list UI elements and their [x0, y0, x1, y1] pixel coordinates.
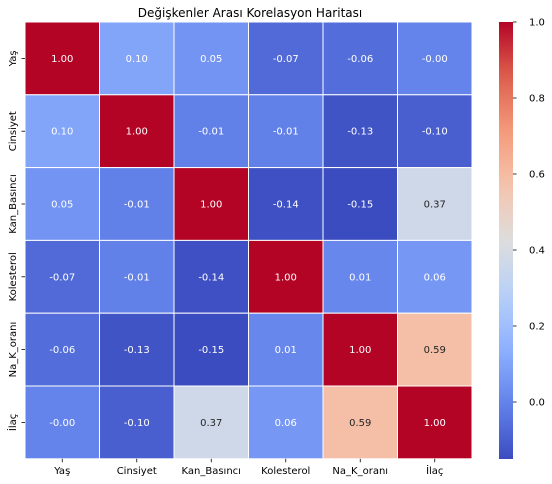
heatmap-cell-3-4	[322, 239, 398, 314]
heatmap-cell-1-5	[397, 94, 473, 169]
cell-value-2-1: -0.01	[124, 200, 150, 211]
x-tick-label-2: Kan_Basıncı	[182, 466, 241, 477]
cell-value-4-2: -0.15	[198, 345, 224, 356]
cell-value-3-5: 0.06	[424, 272, 446, 283]
cell-value-0-4: -0.06	[347, 54, 373, 65]
cell-value-3-1: -0.01	[124, 272, 150, 283]
cell-value-1-5: -0.10	[422, 127, 448, 138]
cell-value-5-4: 0.59	[349, 418, 371, 429]
cell-value-1-4: -0.13	[347, 127, 373, 138]
heatmap-cell-4-2	[173, 312, 249, 387]
cell-value-4-4: 1.00	[349, 345, 371, 356]
cell-value-0-3: -0.07	[273, 54, 299, 65]
colorbar-tick-label-4: 0.8	[529, 94, 545, 105]
cell-value-4-1: -0.13	[124, 345, 150, 356]
x-tick-label-1: Cinsiyet	[117, 466, 157, 477]
y-tick-label-3: Kolesterol	[8, 252, 19, 301]
cell-value-4-5: 0.59	[424, 345, 446, 356]
y-tick-label-1: Cinsiyet	[8, 111, 19, 151]
cell-value-2-2: 1.00	[200, 200, 222, 211]
cell-value-3-4: 0.01	[349, 272, 371, 283]
cell-value-2-4: -0.15	[347, 200, 373, 211]
y-tick-labels: Yaş Cinsiyet Kan_Basıncı Kolesterol Na_K_ora…	[6, 50, 25, 431]
x-tick-label-5: İlaç	[426, 464, 443, 477]
cell-value-5-2: 0.37	[200, 418, 222, 429]
heatmap-cell-3-2	[173, 239, 249, 314]
heatmap-cell-0-4	[322, 21, 398, 96]
cell-value-0-1: 0.10	[126, 54, 148, 65]
cell-value-2-5: 0.37	[424, 200, 446, 211]
cell-value-5-3: 0.06	[275, 418, 297, 429]
heatmap-cell-3-0	[24, 239, 100, 314]
cell-value-3-0: -0.07	[49, 272, 75, 283]
heatmap-cell-0-2	[173, 21, 249, 96]
colorbar-tick-label-5: 1.0	[529, 18, 545, 29]
heatmap-cell-1-1	[99, 94, 175, 169]
heatmap-cell-0-3	[248, 21, 324, 96]
heatmap-cell-2-0	[24, 167, 100, 241]
x-tick-label-0: Yaş	[53, 466, 70, 477]
cell-value-1-2: -0.01	[198, 127, 224, 138]
heatmap-cell-0-1	[99, 21, 175, 96]
x-tick-labels: Yaş Cinsiyet Kan_Basıncı Kolesterol Na_K_ora…	[53, 458, 443, 477]
cell-value-1-3: -0.01	[273, 127, 299, 138]
cell-value-3-2: -0.14	[198, 272, 224, 283]
heatmap-cell-3-5	[397, 239, 473, 314]
heatmap-cell-5-5	[397, 385, 473, 460]
x-tick-label-3: Kolesterol	[261, 466, 310, 477]
chart-title: Değişkenler Arası Korelasyon Haritası	[138, 6, 362, 20]
cell-value-5-0: -0.00	[49, 418, 75, 429]
colorbar-tick-label-0: 0.0	[529, 398, 545, 409]
cell-value-2-0: 0.05	[51, 200, 73, 211]
heatmap-cell-5-0	[24, 385, 100, 460]
cell-value-0-0: 1.00	[51, 54, 73, 65]
y-tick-label-4: Na_K_oranı	[8, 322, 19, 378]
cell-value-0-2: 0.05	[200, 54, 222, 65]
heatmap-cell-4-4	[322, 312, 398, 387]
cell-value-3-3: 1.00	[275, 272, 297, 283]
cell-value-5-1: -0.10	[124, 418, 150, 429]
heatmap-cell-2-1	[99, 167, 175, 241]
heatmap-cell-2-3	[248, 167, 324, 241]
cell-value-0-5: -0.00	[422, 54, 448, 65]
cell-value-4-0: -0.06	[49, 345, 75, 356]
y-tick-label-5: İlaç	[6, 414, 19, 431]
cell-value-1-0: 0.10	[51, 127, 73, 138]
heatmap-cell-0-0	[24, 21, 100, 96]
heatmap-cell-2-4	[322, 167, 398, 241]
heatmap-cell-3-1	[99, 239, 175, 314]
colorbar-tick-label-1: 0.2	[529, 322, 545, 333]
heatmap-cell-4-3	[248, 312, 324, 387]
heatmap-cells	[24, 21, 473, 460]
heatmap-cell-0-5	[397, 21, 473, 96]
y-tick-label-0: Yaş	[8, 50, 19, 67]
colorbar-tick-label-3: 0.6	[529, 170, 545, 181]
heatmap-annotations: 1.00 0.10 0.05 -0.07 -0.06 -0.00 0.10 1.00 -0.01…	[49, 54, 447, 429]
cell-value-5-5: 1.00	[424, 418, 446, 429]
colorbar-gradient	[499, 22, 513, 459]
cell-value-1-1: 1.00	[126, 127, 148, 138]
heatmap-cell-3-3	[248, 239, 324, 314]
y-tick-label-2: Kan_Basıncı	[8, 174, 19, 233]
heatmap-cell-2-5	[397, 167, 473, 241]
heatmap-cell-1-3	[248, 94, 324, 169]
heatmap-cell-5-4	[322, 385, 398, 460]
cell-value-4-3: 0.01	[275, 345, 297, 356]
heatmap-cell-4-5	[397, 312, 473, 387]
cell-value-2-3: -0.14	[273, 200, 299, 211]
colorbar: 0.0 0.2 0.4 0.6 0.8 1.0	[499, 18, 545, 459]
colorbar-tick-label-2: 0.4	[529, 246, 545, 257]
heatmap-cell-4-0	[24, 312, 100, 387]
x-tick-label-4: Na_K_oranı	[332, 466, 388, 477]
